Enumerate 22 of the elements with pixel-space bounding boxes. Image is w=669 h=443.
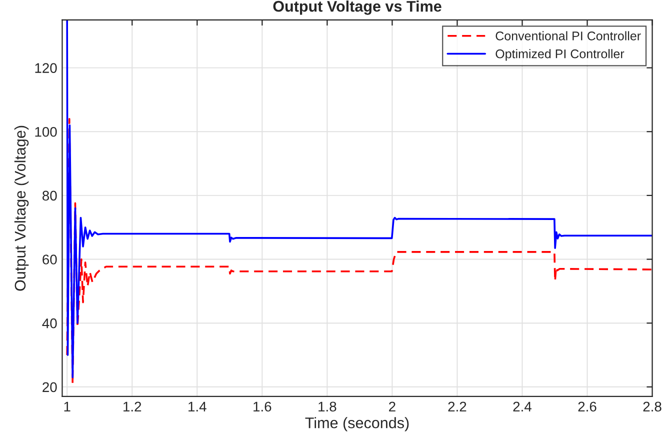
- x-tick-label: 2.8: [643, 402, 662, 412]
- x-tick-label: 1: [64, 402, 70, 412]
- y-tick-label: 100: [35, 126, 57, 137]
- x-tick-label: 2.6: [578, 402, 596, 412]
- y-tick-label: 120: [35, 63, 57, 73]
- chart-title: Output Voltage vs Time: [273, 0, 442, 15]
- line-series: [66, 20, 652, 378]
- y-tick-label: 20: [42, 382, 57, 392]
- y-axis-title: Output Voltage (Voltage): [14, 126, 29, 291]
- x-tick-label: 2.4: [513, 402, 532, 412]
- x-tick-label: 1.4: [188, 402, 206, 412]
- x-tick-label: 1.6: [254, 402, 272, 412]
- x-tick-label: 1.8: [318, 402, 336, 412]
- x-tick-label: 2.2: [448, 402, 466, 412]
- x-tick-label: 2: [389, 402, 396, 412]
- x-axis-title: Time (seconds): [305, 417, 409, 432]
- y-tick-label: 60: [42, 254, 57, 264]
- y-tick-label: 40: [42, 318, 57, 328]
- y-tick-label: 80: [42, 190, 57, 201]
- x-tick-label: 1.2: [124, 402, 142, 412]
- legend-label: Conventional PI Controller: [496, 31, 641, 40]
- legend-label: Optimized PI Controller: [496, 49, 624, 61]
